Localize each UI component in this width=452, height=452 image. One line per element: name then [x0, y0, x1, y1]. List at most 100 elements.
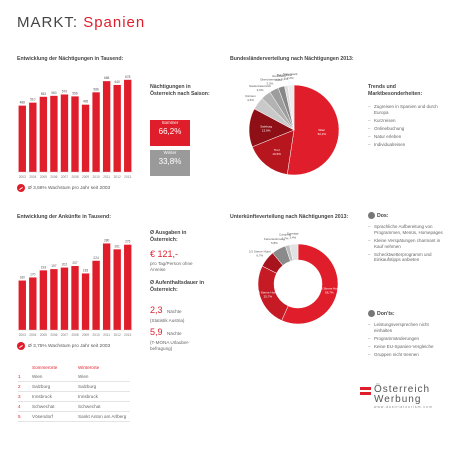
bar-value-label: 510: [30, 98, 36, 102]
thumbs-up-icon: [368, 212, 375, 219]
table-row: 2 Salzburg Salzburg: [18, 382, 130, 392]
bar-value-label: 668: [104, 76, 110, 80]
x-tick-label: 2011: [103, 333, 110, 337]
pie-slice: [289, 243, 299, 261]
bar: [18, 280, 26, 330]
flag-stripe-top: [360, 387, 371, 390]
bar: [50, 269, 58, 330]
x-tick-label: 2010: [93, 175, 100, 179]
arrivals-chart-heading: Entwicklung der Ankünfte in Tausend:: [17, 214, 111, 220]
pie-slice: [287, 84, 295, 131]
bar: [29, 277, 37, 330]
stay-unit-1: Nächte: [166, 309, 182, 314]
x-tick-label: 2006: [50, 333, 57, 337]
summer-places-header: Sommerorte: [32, 365, 58, 370]
bar-value-label: 570: [62, 89, 68, 93]
bar-value-label: 280: [104, 238, 110, 242]
title-prefix: MARKT:: [17, 14, 79, 31]
winter-place: Schwechat: [78, 404, 101, 409]
x-tick-label: 2005: [40, 175, 47, 179]
summer-share-box: Sommer 66,2%: [150, 120, 190, 146]
spending-heading: Ø Ausgaben in Österreich:: [150, 230, 187, 243]
winter-value: 33,8%: [158, 157, 182, 166]
slice-value-label: 1,7%: [282, 237, 289, 241]
top-places-table: Sommerorte Winterorte 1 Wien Wien 2 Salzburg S…: [18, 363, 130, 422]
slice-value-label: 52,4%: [318, 132, 327, 136]
slice-label: Sonstige: [287, 231, 299, 235]
slice-label: Steiermark: [283, 72, 298, 76]
bar: [81, 104, 90, 172]
bar-value-label: 560: [51, 91, 57, 95]
x-tick-label: 2013: [124, 333, 131, 337]
slice-label: Camping: [279, 233, 291, 237]
bar: [60, 94, 69, 172]
x-tick-label: 2012: [114, 333, 121, 337]
bar: [71, 96, 79, 172]
slice-label: Oberösterreich: [260, 78, 280, 82]
bar-value-label: 207: [72, 261, 78, 265]
stay-heading: Ø Aufenthaltsdauer in Österreich:: [150, 280, 204, 293]
thumbs-down-icon: [368, 310, 375, 317]
list-item: Natur erleben: [368, 134, 446, 140]
winter-place: Wien: [78, 374, 89, 379]
x-tick-label: 2007: [61, 333, 68, 337]
table-row: 4 Schwechat Schwechat: [18, 402, 130, 412]
logo-line-2: Werbung: [374, 394, 422, 405]
x-tick-label: 2012: [114, 175, 121, 179]
list-item: Kleine Verspätungen charmant in Kauf neh…: [368, 238, 448, 250]
winter-places-header: Winterorte: [78, 365, 100, 370]
donts-heading: Don'ts:: [377, 310, 395, 317]
stay-stat-2: 5,9 Nächte (T-MONA Urlauber-befragung): [150, 322, 210, 352]
slice-value-label: 56,7%: [325, 291, 334, 295]
x-tick-label: 2008: [71, 175, 78, 179]
slice-value-label: 2,3%: [275, 78, 282, 82]
x-tick-label: 2011: [103, 175, 110, 179]
page-title: MARKT: Spanien: [17, 14, 145, 31]
x-tick-label: 2003: [19, 333, 26, 337]
winter-place: Sankt Anton am Arlberg: [78, 414, 127, 419]
slice-value-label: 2,2%: [287, 76, 294, 80]
trend-up-icon: [17, 184, 25, 192]
x-tick-label: 2013: [124, 175, 131, 179]
table-row: 1 Wien Wien: [18, 372, 130, 382]
bar: [124, 244, 132, 330]
x-tick-label: 2004: [29, 333, 36, 337]
bar: [39, 96, 48, 172]
bar-value-label: 556: [72, 91, 78, 95]
bar: [113, 84, 121, 172]
slice-value-label: 25,7%: [264, 295, 273, 299]
table-row: 5 Vösendorf Sankt Anton am Arlberg: [18, 412, 130, 422]
list-item: Onlinebuchung: [368, 126, 446, 132]
x-tick-label: 2009: [82, 175, 89, 179]
bar-value-label: 193: [41, 265, 47, 269]
list-item: Kurzreisen: [368, 118, 446, 124]
dos-header: Dos:: [368, 212, 389, 220]
donts-header: Don'ts:: [368, 310, 395, 318]
summer-place: Wien: [32, 374, 43, 379]
bar: [71, 266, 79, 330]
slice-label: Kärnten: [245, 94, 256, 98]
x-tick-label: 2007: [61, 175, 68, 179]
rank-number: 4: [18, 404, 21, 409]
bar: [102, 243, 111, 330]
x-tick-label: 2008: [71, 333, 78, 337]
pie-slice: [251, 129, 295, 175]
summer-place: Schwechat: [32, 404, 55, 409]
bar: [29, 102, 37, 172]
flag-stripe-bottom: [360, 392, 371, 395]
bar: [92, 92, 100, 172]
overnight-growth: Ø 3,66% Wachstum pro Jahr seit 2003: [17, 184, 110, 192]
slice-label: Niederösterreich: [249, 84, 271, 88]
bar-value-label: 678: [125, 75, 131, 79]
bar-value-label: 202: [62, 263, 68, 267]
slice-value-label: 1,2%: [281, 77, 288, 81]
bar-value-label: 586: [93, 87, 99, 91]
overnight-bar-chart: 488 2003 510 2004 553 2005 560 2006 570 2007 556 20…: [17, 75, 133, 179]
summer-place: Innsbruck: [32, 394, 52, 399]
regions-chart-heading: Bundesländerverteilung nach Nächtigungen…: [230, 56, 354, 62]
summer-value: 66,2%: [158, 127, 182, 136]
bar-value-label: 640: [115, 80, 121, 84]
bar-value-label: 197: [51, 264, 57, 268]
